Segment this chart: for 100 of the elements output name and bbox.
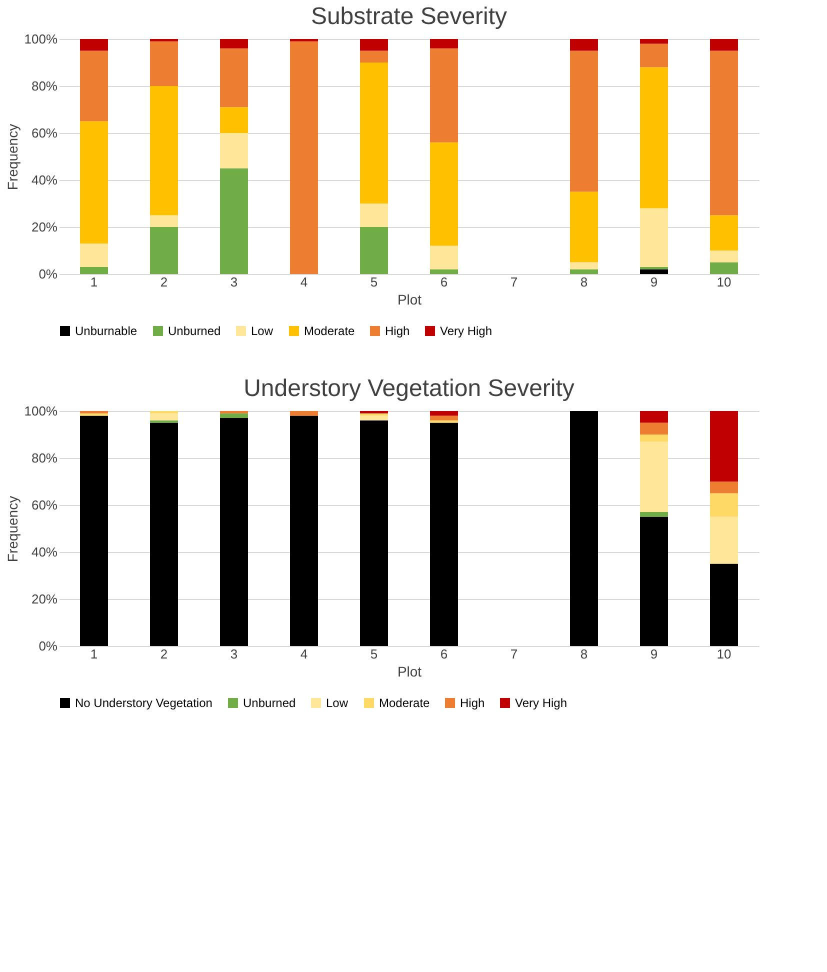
x-tick-label: 8 <box>580 646 588 662</box>
x-tick-label: 3 <box>230 646 238 662</box>
bar <box>220 168 248 274</box>
bar <box>220 133 248 168</box>
bar <box>360 227 388 274</box>
legend-label: Unburned <box>168 324 221 338</box>
y-tick-label: 20% <box>31 592 58 606</box>
bar <box>220 39 248 48</box>
bar <box>290 41 318 274</box>
bar <box>220 418 248 646</box>
x-tick-label: 10 <box>716 274 732 290</box>
x-tick-label: 4 <box>300 646 308 662</box>
legend-label: High <box>385 324 410 338</box>
bar <box>430 420 458 423</box>
bar <box>150 215 178 227</box>
bar <box>430 411 458 416</box>
bar <box>710 39 738 51</box>
legend-label: Low <box>326 696 348 710</box>
x-tick-label: 2 <box>160 274 168 290</box>
x-tick-label: 6 <box>440 646 448 662</box>
bar <box>710 493 738 517</box>
bar <box>570 50 598 192</box>
bar <box>640 67 668 208</box>
bar <box>710 215 738 250</box>
bar <box>430 246 458 270</box>
bar <box>710 411 738 482</box>
bar <box>570 411 598 646</box>
bar <box>360 39 388 51</box>
bar <box>150 420 178 423</box>
bar <box>80 266 108 274</box>
bar <box>710 482 738 494</box>
bar <box>640 39 668 44</box>
bar <box>430 142 458 246</box>
x-tick-label: 6 <box>440 274 448 290</box>
bar <box>710 50 738 216</box>
x-axis-title: Plot <box>397 664 422 680</box>
bar <box>570 192 598 262</box>
bar <box>640 44 668 68</box>
bar <box>290 411 318 416</box>
legend-label: Moderate <box>304 324 356 338</box>
legend-label: No Understory Vegetation <box>75 696 212 710</box>
bar <box>710 516 738 564</box>
bar <box>360 62 388 204</box>
bar <box>640 269 668 274</box>
bar <box>360 420 388 646</box>
bar <box>220 107 248 133</box>
legend-label: Unburned <box>243 696 296 710</box>
bar <box>710 250 738 262</box>
x-tick-label: 10 <box>716 646 732 662</box>
bar <box>640 516 668 646</box>
y-tick-label: 80% <box>31 450 58 466</box>
y-tick-label: 20% <box>31 220 58 234</box>
chart-title: Substrate Severity <box>310 3 508 30</box>
y-axis-title: Frequency <box>4 124 20 190</box>
x-tick-label: 3 <box>230 274 238 290</box>
bar <box>290 416 318 646</box>
bar <box>150 86 178 216</box>
legend-label: Moderate <box>379 696 430 710</box>
x-axis-title: Plot <box>397 292 422 308</box>
y-tick-label: 60% <box>31 498 58 512</box>
bar <box>640 208 668 267</box>
y-tick-label: 40% <box>31 172 58 188</box>
bar <box>710 564 738 646</box>
bar <box>640 411 668 423</box>
x-tick-label: 1 <box>90 274 98 290</box>
bar <box>220 48 248 108</box>
bar <box>150 413 178 420</box>
bar <box>360 204 388 227</box>
x-tick-label: 7 <box>510 274 518 290</box>
x-tick-label: 2 <box>160 646 168 662</box>
y-tick-label: 100% <box>24 32 58 46</box>
legend-label: Unburnable <box>75 324 138 338</box>
bar <box>570 39 598 51</box>
x-tick-label: 9 <box>650 274 658 290</box>
bar <box>430 422 458 646</box>
y-tick-label: 40% <box>31 544 58 560</box>
bar <box>430 269 458 274</box>
bar <box>80 416 108 646</box>
x-tick-label: 5 <box>370 274 378 290</box>
bar <box>80 121 108 244</box>
bar <box>80 50 108 122</box>
x-tick-label: 4 <box>300 274 308 290</box>
bar <box>430 39 458 48</box>
x-tick-label: 1 <box>90 646 98 662</box>
x-tick-label: 5 <box>370 646 378 662</box>
bar <box>640 512 668 517</box>
y-axis-title: Frequency <box>4 496 20 562</box>
legend-label: Low <box>251 324 274 338</box>
bar <box>570 269 598 274</box>
bar <box>150 422 178 646</box>
y-tick-label: 0% <box>38 266 58 282</box>
bar <box>150 227 178 274</box>
x-tick-label: 9 <box>650 646 658 662</box>
bar <box>640 442 668 512</box>
legend-label: High <box>460 696 485 710</box>
x-tick-label: 8 <box>580 274 588 290</box>
y-tick-label: 0% <box>38 638 58 654</box>
y-tick-label: 80% <box>31 78 58 94</box>
bar <box>570 262 598 270</box>
bar <box>640 434 668 442</box>
